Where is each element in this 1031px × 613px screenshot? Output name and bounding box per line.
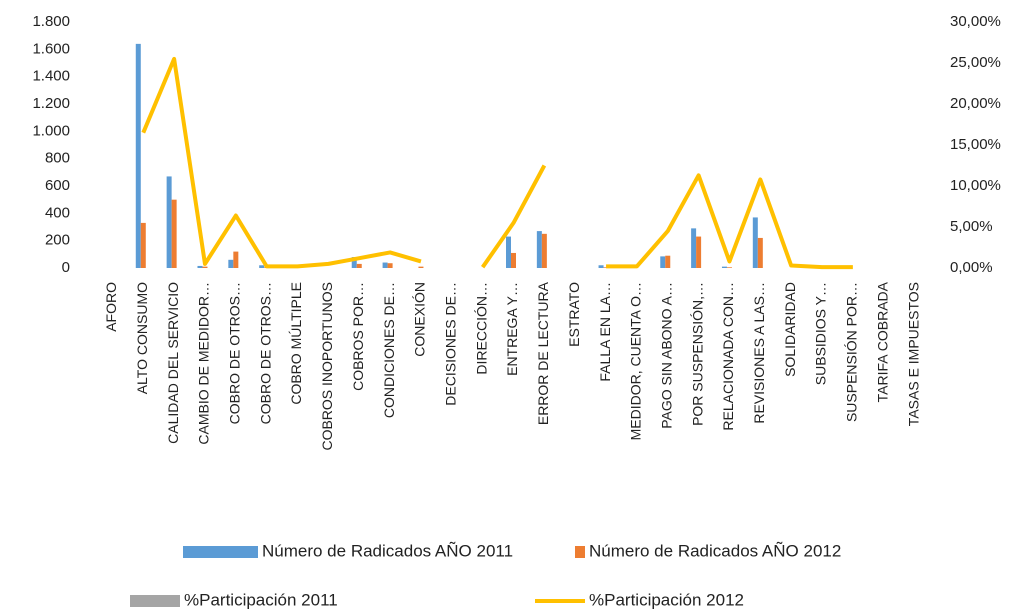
bar bbox=[356, 263, 362, 268]
bar bbox=[721, 266, 727, 268]
bar bbox=[135, 43, 141, 268]
bar bbox=[351, 257, 357, 268]
y-tick-label: 1.200 bbox=[32, 95, 70, 112]
x-tick-label: COBRO DE OTROS… bbox=[257, 282, 273, 424]
x-tick-label: ERROR DE LECTURA bbox=[535, 281, 551, 425]
x-tick-label: COBROS INOPORTUNOS bbox=[319, 282, 335, 451]
legend-label: %Participación 2012 bbox=[589, 590, 744, 609]
x-tick-label: POR SUSPENSIÓN,… bbox=[689, 282, 705, 426]
line bbox=[141, 56, 853, 270]
x-tick-label: SUBSIDIOS Y… bbox=[813, 282, 829, 385]
bar bbox=[202, 266, 208, 268]
x-tick-label: DECISIONES DE… bbox=[442, 282, 458, 406]
y2-tick-label: 15,00% bbox=[950, 136, 1001, 153]
y2-tick-label: 5,00% bbox=[950, 218, 993, 235]
legend-swatch bbox=[130, 595, 180, 607]
y2-tick-label: 30,00% bbox=[950, 13, 1001, 30]
x-tick-label: DIRECCIÓN… bbox=[473, 282, 489, 375]
x-tick-label: FALLA EN LA… bbox=[597, 282, 613, 382]
x-tick-label: SUSPENSIÓN POR… bbox=[844, 282, 860, 422]
x-tick-label: AFORO bbox=[103, 282, 119, 332]
y2-tick-label: 10,00% bbox=[950, 177, 1001, 194]
bar bbox=[171, 199, 177, 268]
bar bbox=[140, 222, 146, 268]
bar bbox=[665, 255, 671, 268]
x-tick-label: CALIDAD DEL SERVICIO bbox=[165, 282, 181, 444]
y-tick-label: 1.400 bbox=[32, 68, 70, 85]
bar bbox=[757, 237, 763, 268]
y-tick-label: 600 bbox=[45, 177, 70, 194]
legend-swatch bbox=[183, 546, 258, 558]
bar bbox=[418, 266, 424, 268]
bar bbox=[233, 251, 239, 268]
x-tick-label: TASAS E IMPUESTOS bbox=[905, 282, 921, 426]
y2-tick-label: 0,00% bbox=[950, 259, 993, 276]
x-tick-label: PAGO SIN ABONO A… bbox=[658, 282, 674, 429]
x-tick-label: ALTO CONSUMO bbox=[134, 282, 150, 394]
bar bbox=[382, 262, 388, 268]
y-tick-label: 800 bbox=[45, 150, 70, 167]
x-tick-label: RELACIONADA CON… bbox=[720, 282, 736, 431]
x-tick-label: MEDIDOR, CUENTA O… bbox=[628, 282, 644, 440]
x-tick-label: ESTRATO bbox=[566, 282, 582, 347]
bar bbox=[598, 265, 604, 268]
x-tick-label: CAMBIO DE MEDIDOR… bbox=[196, 282, 212, 445]
y-tick-label: 400 bbox=[45, 204, 70, 221]
bar bbox=[387, 263, 393, 268]
y-tick-label: 0 bbox=[62, 259, 70, 276]
bar bbox=[541, 233, 547, 268]
y-tick-label: 200 bbox=[45, 232, 70, 249]
bar bbox=[660, 256, 666, 268]
x-tick-label: TARIFA COBRADA bbox=[874, 281, 890, 402]
bar bbox=[166, 176, 172, 268]
bar bbox=[259, 265, 265, 268]
y2-tick-label: 20,00% bbox=[950, 95, 1001, 112]
bar bbox=[511, 252, 516, 268]
y-tick-label: 1.600 bbox=[32, 40, 70, 57]
x-tick-label: ENTREGA Y… bbox=[504, 282, 520, 376]
x-tick-label: SOLIDARIDAD bbox=[782, 282, 798, 377]
legend-label: Número de Radicados AÑO 2011 bbox=[262, 541, 513, 560]
bar bbox=[197, 265, 203, 268]
bar bbox=[696, 236, 702, 268]
legend-swatch bbox=[575, 546, 585, 558]
x-tick-label: COBRO MÚLTIPLE bbox=[288, 282, 304, 405]
x-tick-label: COBROS POR… bbox=[350, 282, 366, 391]
x-tick-label: CONDICIONES DE… bbox=[381, 282, 397, 418]
y-tick-label: 1.000 bbox=[32, 122, 70, 139]
bar bbox=[752, 217, 758, 268]
x-tick-label: REVISIONES A LAS… bbox=[751, 282, 767, 424]
x-tick-label: CONEXIÓN bbox=[412, 282, 428, 357]
y-tick-label: 1.800 bbox=[32, 13, 70, 30]
bar bbox=[726, 267, 732, 268]
bar bbox=[506, 236, 511, 268]
legend-label: %Participación 2011 bbox=[184, 590, 338, 609]
bar bbox=[228, 259, 234, 268]
bar bbox=[691, 228, 697, 268]
bar bbox=[536, 231, 542, 268]
legend-label: Número de Radicados AÑO 2012 bbox=[589, 541, 841, 560]
y2-tick-label: 25,00% bbox=[950, 54, 1001, 71]
x-tick-label: COBRO DE OTROS… bbox=[227, 282, 243, 424]
